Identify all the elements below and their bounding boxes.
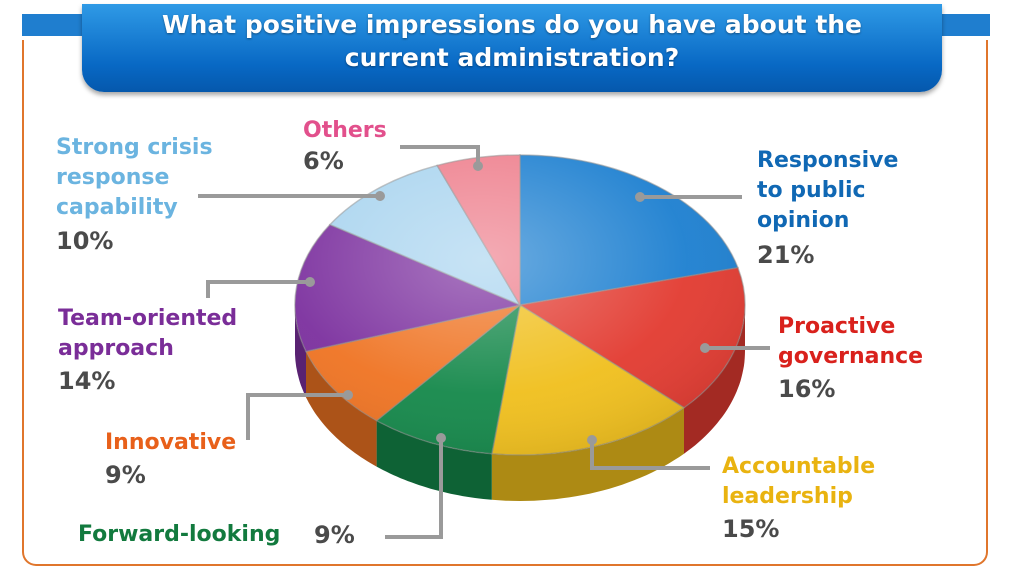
- leader-line-2: [590, 440, 710, 470]
- slice-value-team-oriented: 14%: [58, 367, 116, 395]
- leader-line-4: [246, 393, 348, 440]
- slice-label-responsive: Responsive to public opinion: [757, 148, 899, 233]
- slice-label-team-oriented: Team-oriented approach: [58, 306, 238, 361]
- leader-dot-6: [375, 191, 385, 201]
- leader-line-5: [206, 280, 310, 298]
- slice-value-innovative: 9%: [105, 461, 146, 489]
- chart-title: What positive impressions do you have ab…: [161, 10, 863, 72]
- leader-line-3: [385, 438, 443, 539]
- slice-label-forward-looking: Forward-looking: [78, 522, 281, 547]
- leader-dot-1: [700, 343, 710, 353]
- leader-dot-4: [343, 390, 353, 400]
- slice-value-proactive: 16%: [778, 375, 836, 403]
- pie-slice-side-3: [376, 420, 492, 500]
- pie-slice-side-5: [295, 305, 306, 398]
- leader-dot-7: [473, 161, 483, 171]
- pie-slice-side-4: [306, 351, 377, 467]
- pie-slice-side-1: [684, 305, 745, 454]
- slice-value-others: 6%: [303, 147, 344, 175]
- leader-line-7: [400, 145, 480, 166]
- slice-value-crisis-response: 10%: [56, 227, 114, 255]
- slice-label-crisis-response: Strong crisis response capability: [56, 135, 213, 220]
- slice-value-forward-looking: 9%: [314, 521, 355, 549]
- leader-dot-5: [305, 277, 315, 287]
- leader-dot-0: [635, 192, 645, 202]
- pie-slice-side-2: [491, 407, 684, 501]
- slice-label-proactive: Proactive governance: [778, 314, 924, 369]
- chart-frame: [22, 40, 988, 566]
- pie-shine-overlay: [295, 155, 745, 455]
- slice-label-others: Others: [303, 118, 387, 143]
- slice-value-responsive: 21%: [757, 241, 815, 269]
- slice-label-accountable: Accountable leadership: [722, 454, 876, 509]
- leader-dot-2: [587, 435, 597, 445]
- slice-value-accountable: 15%: [722, 515, 780, 543]
- title-banner: [82, 4, 942, 92]
- slice-label-innovative: Innovative: [105, 430, 237, 455]
- leader-dot-3: [436, 433, 446, 443]
